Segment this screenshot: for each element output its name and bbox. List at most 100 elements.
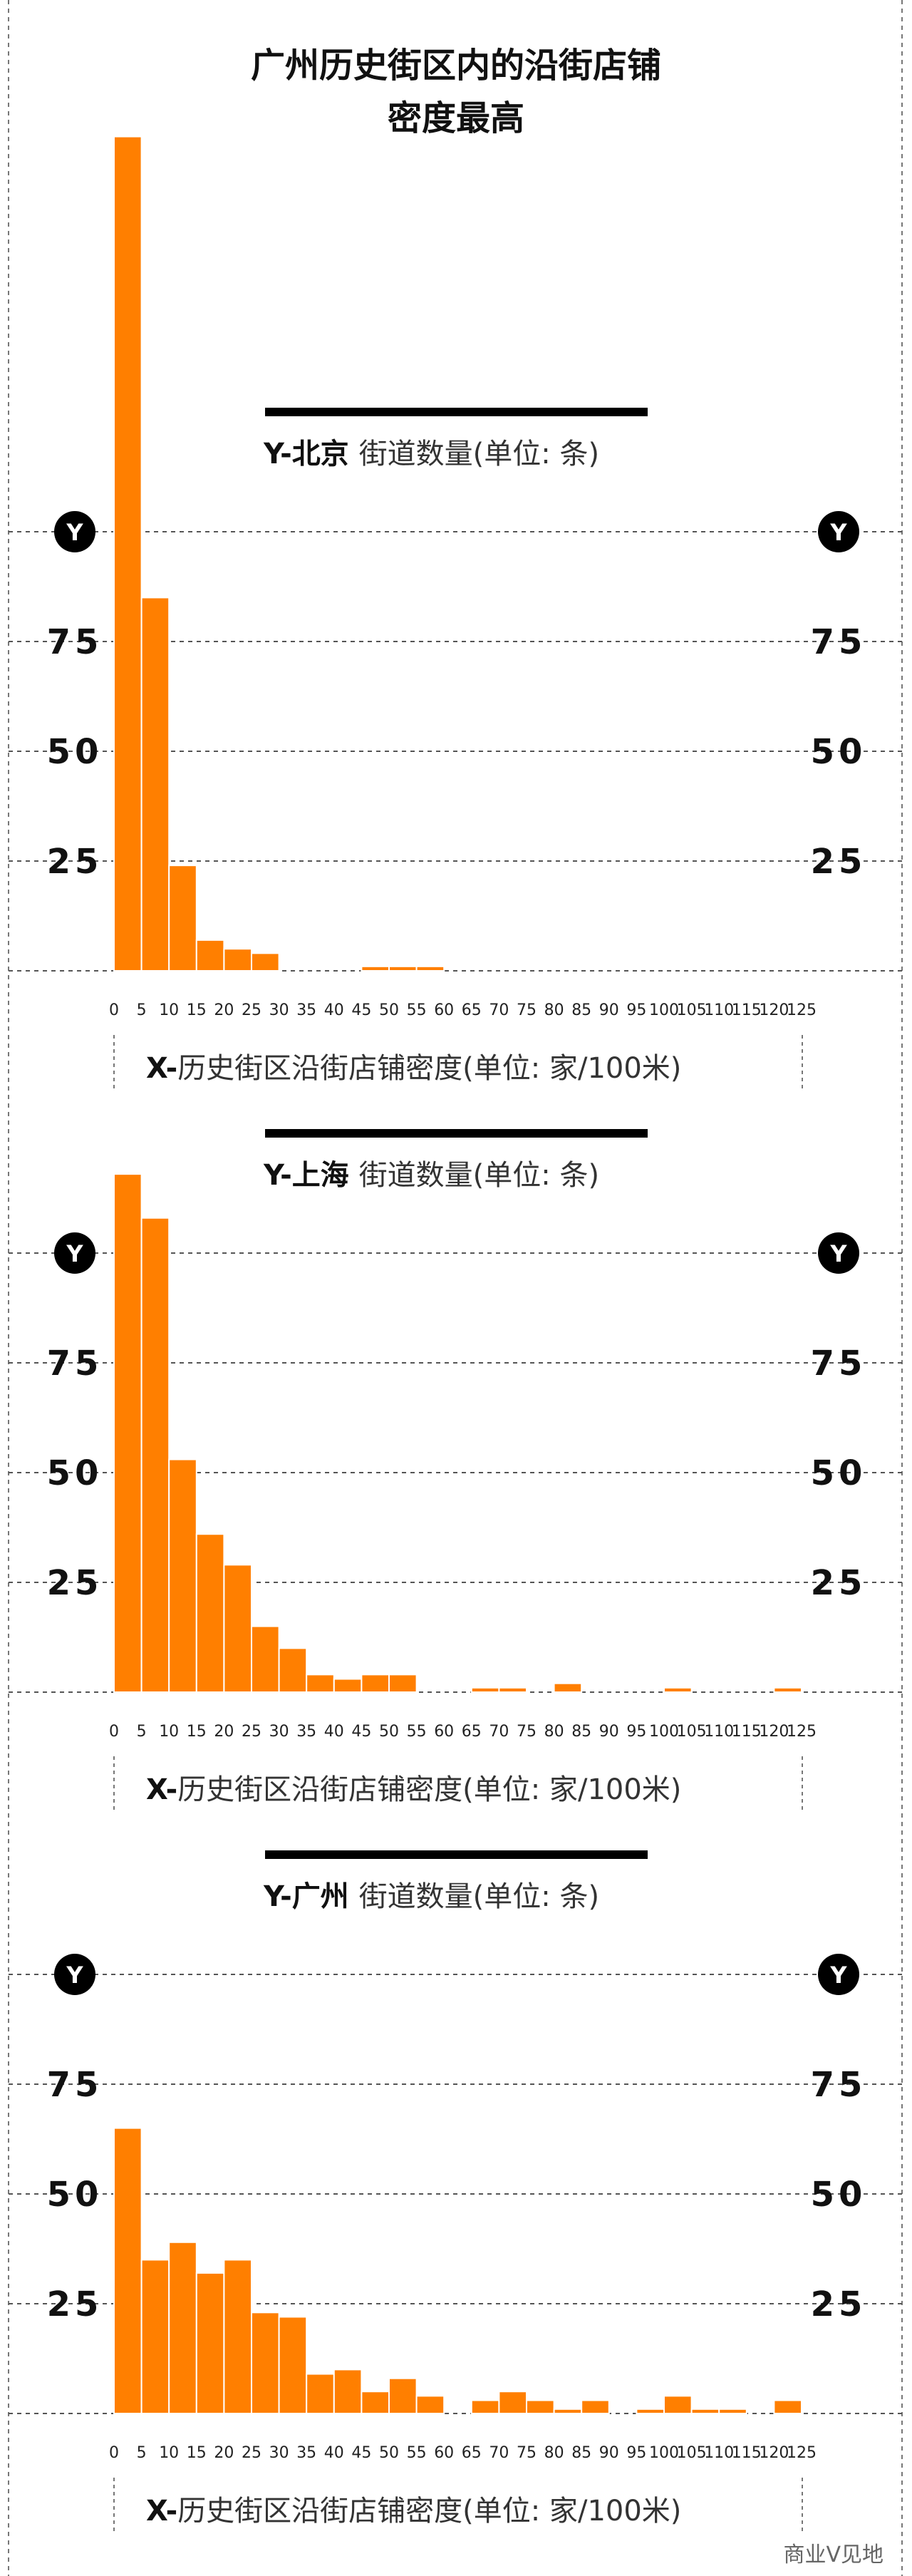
y-axis-label-text: 街道数量(单位: 条) [359, 438, 599, 470]
y-axis-label: Y-广州 街道数量(单位: 条) [263, 1880, 599, 1913]
x-tick-label: 125 [787, 1001, 817, 1019]
x-tick-label: 35 [296, 2444, 316, 2462]
histogram-bar [251, 1625, 280, 1694]
histogram-bar [251, 2312, 280, 2415]
x-tick-label: 125 [787, 2444, 817, 2462]
x-tick-label: 70 [489, 1001, 509, 1019]
histogram-bar [223, 2259, 252, 2414]
histogram-bar [195, 2272, 225, 2414]
histogram-bar [168, 865, 197, 972]
y-marker-left [54, 1232, 95, 1274]
histogram-bar [278, 2316, 308, 2414]
y-tick-label-right: 75 [811, 622, 867, 662]
x-tick-label: 75 [517, 1723, 537, 1741]
x-tick-label: 85 [571, 1001, 591, 1019]
x-tick-label: 10 [159, 1723, 179, 1741]
histogram-bar [415, 2395, 445, 2415]
panel-header-bar [265, 1129, 648, 1138]
histogram-bar [718, 2408, 747, 2415]
y-tick-label-left: 50 [47, 732, 103, 772]
histogram-bar [415, 965, 445, 972]
x-tick-label: 70 [489, 2444, 509, 2462]
y-axis-label-prefix: Y-北京 [263, 438, 349, 470]
histogram-bar [388, 2377, 418, 2414]
x-tick-label: 35 [296, 1001, 316, 1019]
y-axis-label-text: 街道数量(单位: 条) [359, 1159, 599, 1192]
x-tick-label: 5 [137, 2444, 147, 2462]
x-tick-label: 100 [649, 1001, 679, 1019]
x-tick-label: 25 [242, 1723, 261, 1741]
histogram-bar [470, 1686, 500, 1694]
x-tick-label: 105 [677, 2444, 707, 2462]
panel-header-bar [265, 1850, 648, 1859]
y-tick-label-right: 25 [811, 842, 867, 882]
histogram-bar [663, 1686, 693, 1694]
histogram-bar [361, 2391, 390, 2414]
histogram-bar [553, 1682, 583, 1693]
x-tick-label: 35 [296, 1723, 316, 1741]
x-axis-label-text: 历史街区沿街店铺密度(单位: 家/100米) [177, 1052, 681, 1085]
x-tick-label: 75 [517, 1001, 537, 1019]
y-tick-label-left: 25 [47, 842, 103, 882]
histogram-bar [581, 2399, 610, 2415]
x-axis-label-prefix: X- [146, 2495, 177, 2528]
x-tick-label: 90 [599, 1723, 619, 1741]
histogram-bar [773, 2399, 803, 2415]
y-tick-label-right: 50 [811, 2175, 867, 2215]
histogram-bar [113, 1173, 142, 1693]
histogram-bar [113, 135, 142, 972]
x-tick-label: 25 [242, 2444, 261, 2462]
histogram-bar [223, 948, 252, 972]
x-tick-label: 95 [626, 1001, 646, 1019]
x-tick-label: 20 [214, 1723, 234, 1741]
histogram-bar [773, 1686, 803, 1694]
x-tick-label: 40 [324, 2444, 344, 2462]
y-marker-label: Y [66, 1962, 83, 1989]
histogram-bar [526, 2399, 555, 2415]
y-tick-label-left: 25 [47, 1563, 103, 1603]
x-tick-label: 95 [626, 2444, 646, 2462]
x-tick-label: 45 [351, 2444, 371, 2462]
histogram-bar [498, 2391, 528, 2414]
x-tick-label: 60 [434, 2444, 454, 2462]
x-tick-label: 10 [159, 2444, 179, 2462]
x-tick-label: 55 [407, 2444, 427, 2462]
x-tick-label: 20 [214, 2444, 234, 2462]
y-marker-left [54, 1954, 95, 1995]
x-tick-label: 50 [379, 1723, 399, 1741]
x-tick-label: 45 [351, 1001, 371, 1019]
x-axis-label-prefix: X- [146, 1052, 177, 1085]
x-axis-label-text: 历史街区沿街店铺密度(单位: 家/100米) [177, 1773, 681, 1806]
y-marker-label: Y [829, 1240, 847, 1267]
x-tick-label: 90 [599, 1001, 619, 1019]
x-tick-label: 0 [109, 2444, 119, 2462]
x-tick-label: 80 [544, 1001, 564, 1019]
histogram-bar [388, 965, 418, 972]
x-tick-label: 30 [269, 1723, 289, 1741]
y-axis-label-prefix: Y-广州 [263, 1880, 349, 1913]
y-marker-right [818, 511, 859, 552]
histogram-bar [690, 2408, 720, 2415]
x-axis-label-prefix: X- [146, 1773, 177, 1806]
x-axis-label: X-历史街区沿街店铺密度(单位: 家/100米) [146, 1773, 681, 1806]
x-tick-label: 20 [214, 1001, 234, 1019]
watermark: 商业V见地 [783, 2542, 884, 2567]
histogram-bar [636, 2408, 665, 2415]
x-tick-label: 60 [434, 1001, 454, 1019]
x-tick-label: 75 [517, 2444, 537, 2462]
y-tick-label-left: 75 [47, 622, 103, 662]
x-tick-label: 0 [109, 1723, 119, 1741]
histogram-bar [223, 1564, 252, 1694]
x-tick-label: 100 [649, 1723, 679, 1741]
x-tick-label: 120 [759, 1001, 789, 1019]
x-tick-label: 45 [351, 1723, 371, 1741]
chart-panel-2: Y-上海 街道数量(单位: 条) Y Y 25 25 50 50 75 75 0 5 10 15 20 25 3… [9, 1129, 902, 1810]
x-tick-label: 25 [242, 1001, 261, 1019]
x-tick-label: 80 [544, 1723, 564, 1741]
histogram-bar [168, 1458, 197, 1694]
histogram-bar [361, 965, 390, 972]
x-tick-label: 15 [187, 1001, 207, 1019]
x-tick-label: 15 [187, 1723, 207, 1741]
y-tick-label-right: 50 [811, 732, 867, 772]
